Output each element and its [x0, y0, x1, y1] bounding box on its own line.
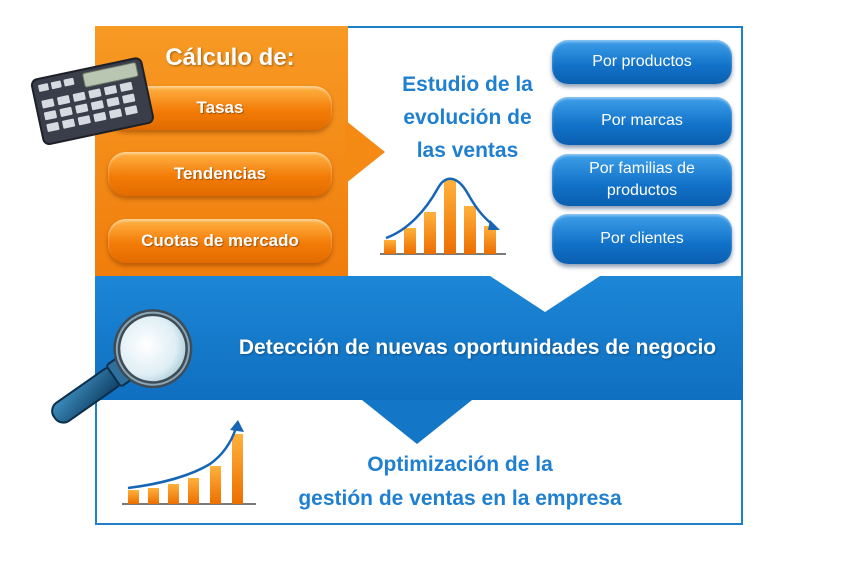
por-clientes-button[interactable]: Por clientes [552, 214, 732, 264]
por-productos-button[interactable]: Por productos [552, 40, 732, 84]
deteccion-band [95, 276, 743, 400]
optimizacion-line-1: Optimización de la [367, 453, 553, 476]
calculator-icon [30, 57, 154, 145]
estudio-line-1: Estudio de la [402, 73, 533, 96]
arrow-down-blue-icon [362, 400, 472, 444]
por-marcas-button[interactable]: Por marcas [552, 97, 732, 145]
estudio-line-3: las ventas [416, 139, 519, 162]
bar-chart-icon [380, 177, 506, 255]
cuotas-mercado-button[interactable]: Cuotas de mercado [108, 219, 332, 263]
deteccion-text: Detección de nuevas oportunidades de neg… [238, 336, 717, 359]
tendencias-button[interactable]: Tendencias [108, 152, 332, 196]
optimizacion-line-2: gestión de ventas en la empresa [298, 487, 622, 510]
arrow-down-white-icon [490, 276, 600, 312]
arrow-right-icon [345, 120, 385, 184]
optimizacion-heading: Optimización de la gestión de ventas en … [250, 448, 670, 516]
estudio-line-2: evolución de [403, 106, 532, 129]
por-familias-line-1: Por familias de [589, 160, 695, 177]
estudio-heading: Estudio de la evolución de las ventas [380, 68, 555, 167]
por-familias-button[interactable]: Por familias de productos [552, 154, 732, 206]
growth-chart-icon [122, 420, 256, 505]
por-familias-line-2: productos [606, 182, 678, 199]
magnifier-icon [51, 309, 193, 424]
calculo-title: Cálculo de: [165, 44, 295, 71]
